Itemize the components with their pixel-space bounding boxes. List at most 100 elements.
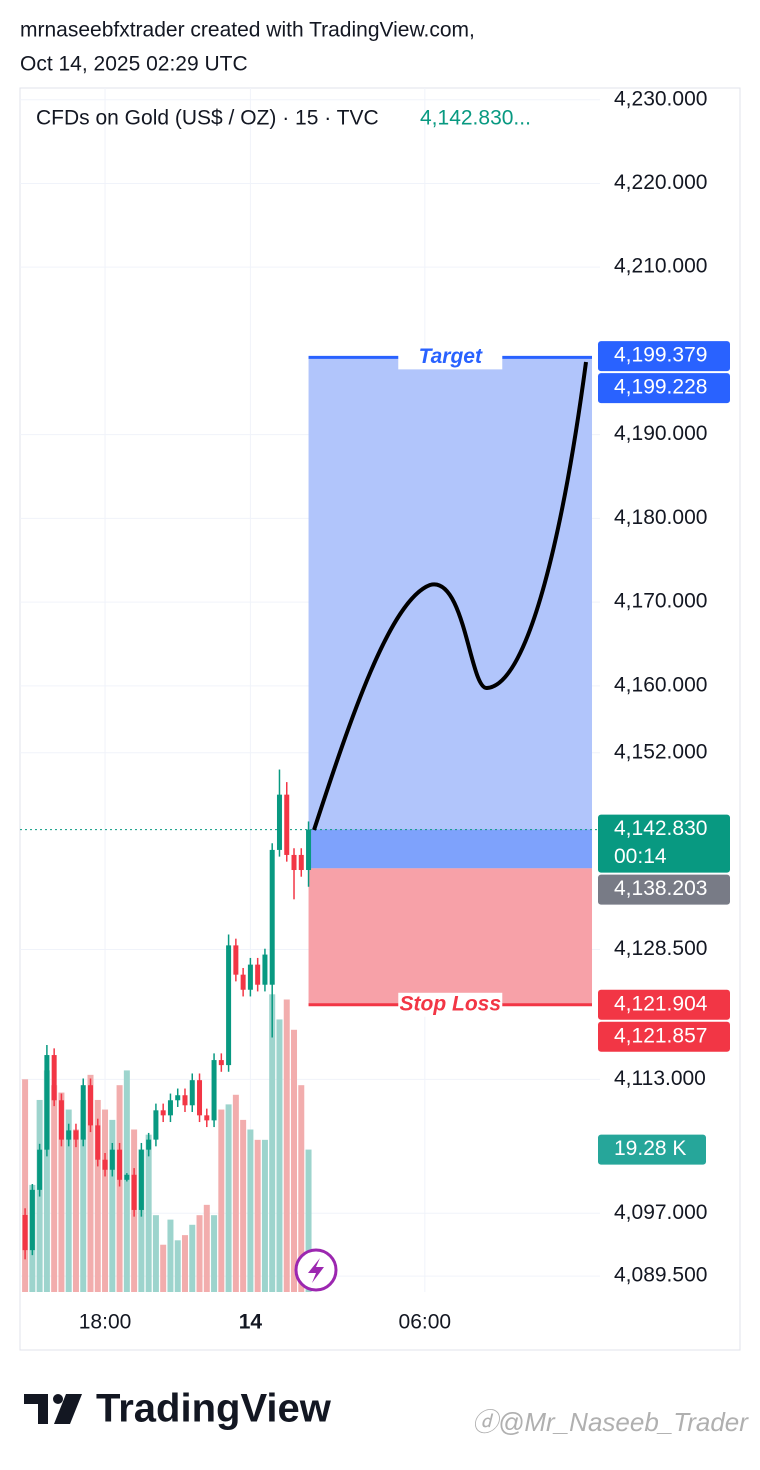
volume-bar	[72, 1129, 79, 1292]
price-badge	[598, 989, 730, 1020]
volume-bar	[160, 1244, 167, 1292]
label-bg	[398, 992, 503, 1017]
candle-body	[175, 1095, 181, 1101]
volume-bar	[102, 1109, 109, 1292]
labels: 4,230.000 4,220.000 4,210.000 4,190.000 4,18…	[79, 87, 730, 1334]
volume-bar	[80, 1099, 87, 1292]
alert-bolt	[308, 1258, 324, 1283]
open-profit	[308, 829, 593, 869]
y-tick-label: 4,220.000	[614, 171, 707, 194]
volume-bar	[174, 1240, 181, 1292]
price-badge	[598, 1021, 730, 1052]
candle-body	[182, 1095, 188, 1106]
projection-curve	[312, 361, 588, 831]
y-tick-label: 4,170.000	[614, 590, 707, 613]
target-line-label: Target	[419, 345, 483, 368]
watermark: @Mr_Naseeb_Trader	[498, 1407, 749, 1437]
logo-mark	[24, 1394, 48, 1424]
candle-body	[95, 1125, 101, 1160]
volume-bar	[269, 994, 276, 1292]
candle-body	[66, 1130, 72, 1140]
watermark-icon: ⓓ	[472, 1407, 502, 1437]
volume-bar	[58, 1092, 65, 1292]
price-badge	[598, 874, 730, 905]
chart-title: CFDs on Gold (US$ / OZ) · 15 · TVC	[36, 107, 379, 130]
candle-body	[160, 1110, 166, 1116]
candle-body	[284, 794, 290, 855]
candle-body	[298, 854, 304, 871]
volume-bar	[254, 1139, 261, 1292]
y-tick-label: 4,097.000	[614, 1201, 707, 1224]
volume-bar	[145, 1134, 152, 1292]
label-bg	[398, 345, 503, 370]
volume-bar	[261, 1139, 268, 1292]
candle-body	[102, 1159, 108, 1170]
chart-frame	[19, 87, 741, 1351]
volume	[22, 994, 312, 1292]
candle-body	[240, 974, 246, 990]
candle-body	[80, 1085, 86, 1140]
candle-body	[255, 964, 261, 985]
volume-bar	[247, 1129, 254, 1292]
y-tick-label: 4,210.000	[614, 255, 707, 278]
x-tick-label: 06:00	[399, 1311, 452, 1334]
volume-badge	[598, 1134, 706, 1165]
volume-bar	[43, 1070, 50, 1292]
last-price: 4,142.830...	[420, 107, 531, 130]
volume-bar	[138, 1149, 145, 1292]
candle-body	[233, 945, 239, 975]
candle-body	[262, 954, 268, 985]
y-tick-label: 4,113.000	[614, 1067, 706, 1090]
logo-dot	[53, 1394, 63, 1404]
candle-body	[269, 849, 275, 985]
volume-bar	[87, 1074, 94, 1292]
price-badge-label: 4,121.857	[614, 1024, 707, 1047]
date-line: Oct 14, 2025 02:29 UTC	[20, 53, 248, 76]
candle-body	[138, 1149, 144, 1210]
candle-body	[291, 854, 297, 871]
candle-body	[218, 1060, 224, 1066]
candle-body	[226, 945, 232, 1066]
footer-logo: TradingView	[24, 1387, 332, 1431]
volume-bar	[240, 1119, 247, 1292]
candle-body	[22, 1214, 28, 1251]
volume-bar	[51, 1085, 58, 1292]
volume-bar	[22, 1079, 29, 1292]
volume-bar	[298, 1085, 305, 1292]
profit-zone	[308, 357, 593, 869]
x-tick-label: 18:00	[79, 1311, 132, 1334]
price-badge-label: 4,142.830	[614, 817, 707, 840]
candle-body	[73, 1130, 79, 1140]
volume-bar	[181, 1235, 188, 1292]
price-badge-label: 4,199.228	[614, 376, 707, 399]
volume-bar	[291, 1029, 298, 1292]
volume-badge-label: 19.28 K	[614, 1137, 686, 1160]
candle-body	[51, 1055, 57, 1101]
volume-bar	[65, 1109, 72, 1292]
y-tick-label: 4,089.500	[614, 1264, 707, 1287]
candle-body	[109, 1149, 115, 1170]
y-tick-label: 4,190.000	[614, 422, 707, 445]
candle-body	[37, 1149, 43, 1190]
candle-body	[247, 964, 253, 990]
volume-bar	[232, 1094, 239, 1292]
volume-bar	[109, 1119, 116, 1292]
candle-body	[117, 1149, 123, 1180]
countdown: 00:14	[614, 845, 667, 868]
y-tick-label: 4,152.000	[614, 740, 707, 763]
candle-body	[276, 794, 282, 850]
stop-line-label: Stop Loss	[400, 992, 502, 1015]
candle-body	[131, 1174, 137, 1210]
candle-body	[153, 1110, 159, 1140]
y-tick-label: 4,180.000	[614, 506, 707, 529]
volume-bar	[225, 1104, 232, 1292]
volume-bar	[218, 1109, 225, 1292]
logo-text: TradingView	[96, 1387, 332, 1431]
price-badge-label: 4,121.904	[614, 992, 708, 1015]
volume-bar	[283, 999, 290, 1292]
candle-body	[58, 1100, 64, 1140]
y-tick-label: 4,230.000	[614, 87, 707, 110]
candle-body	[204, 1115, 210, 1121]
loss-zone	[308, 868, 593, 1005]
